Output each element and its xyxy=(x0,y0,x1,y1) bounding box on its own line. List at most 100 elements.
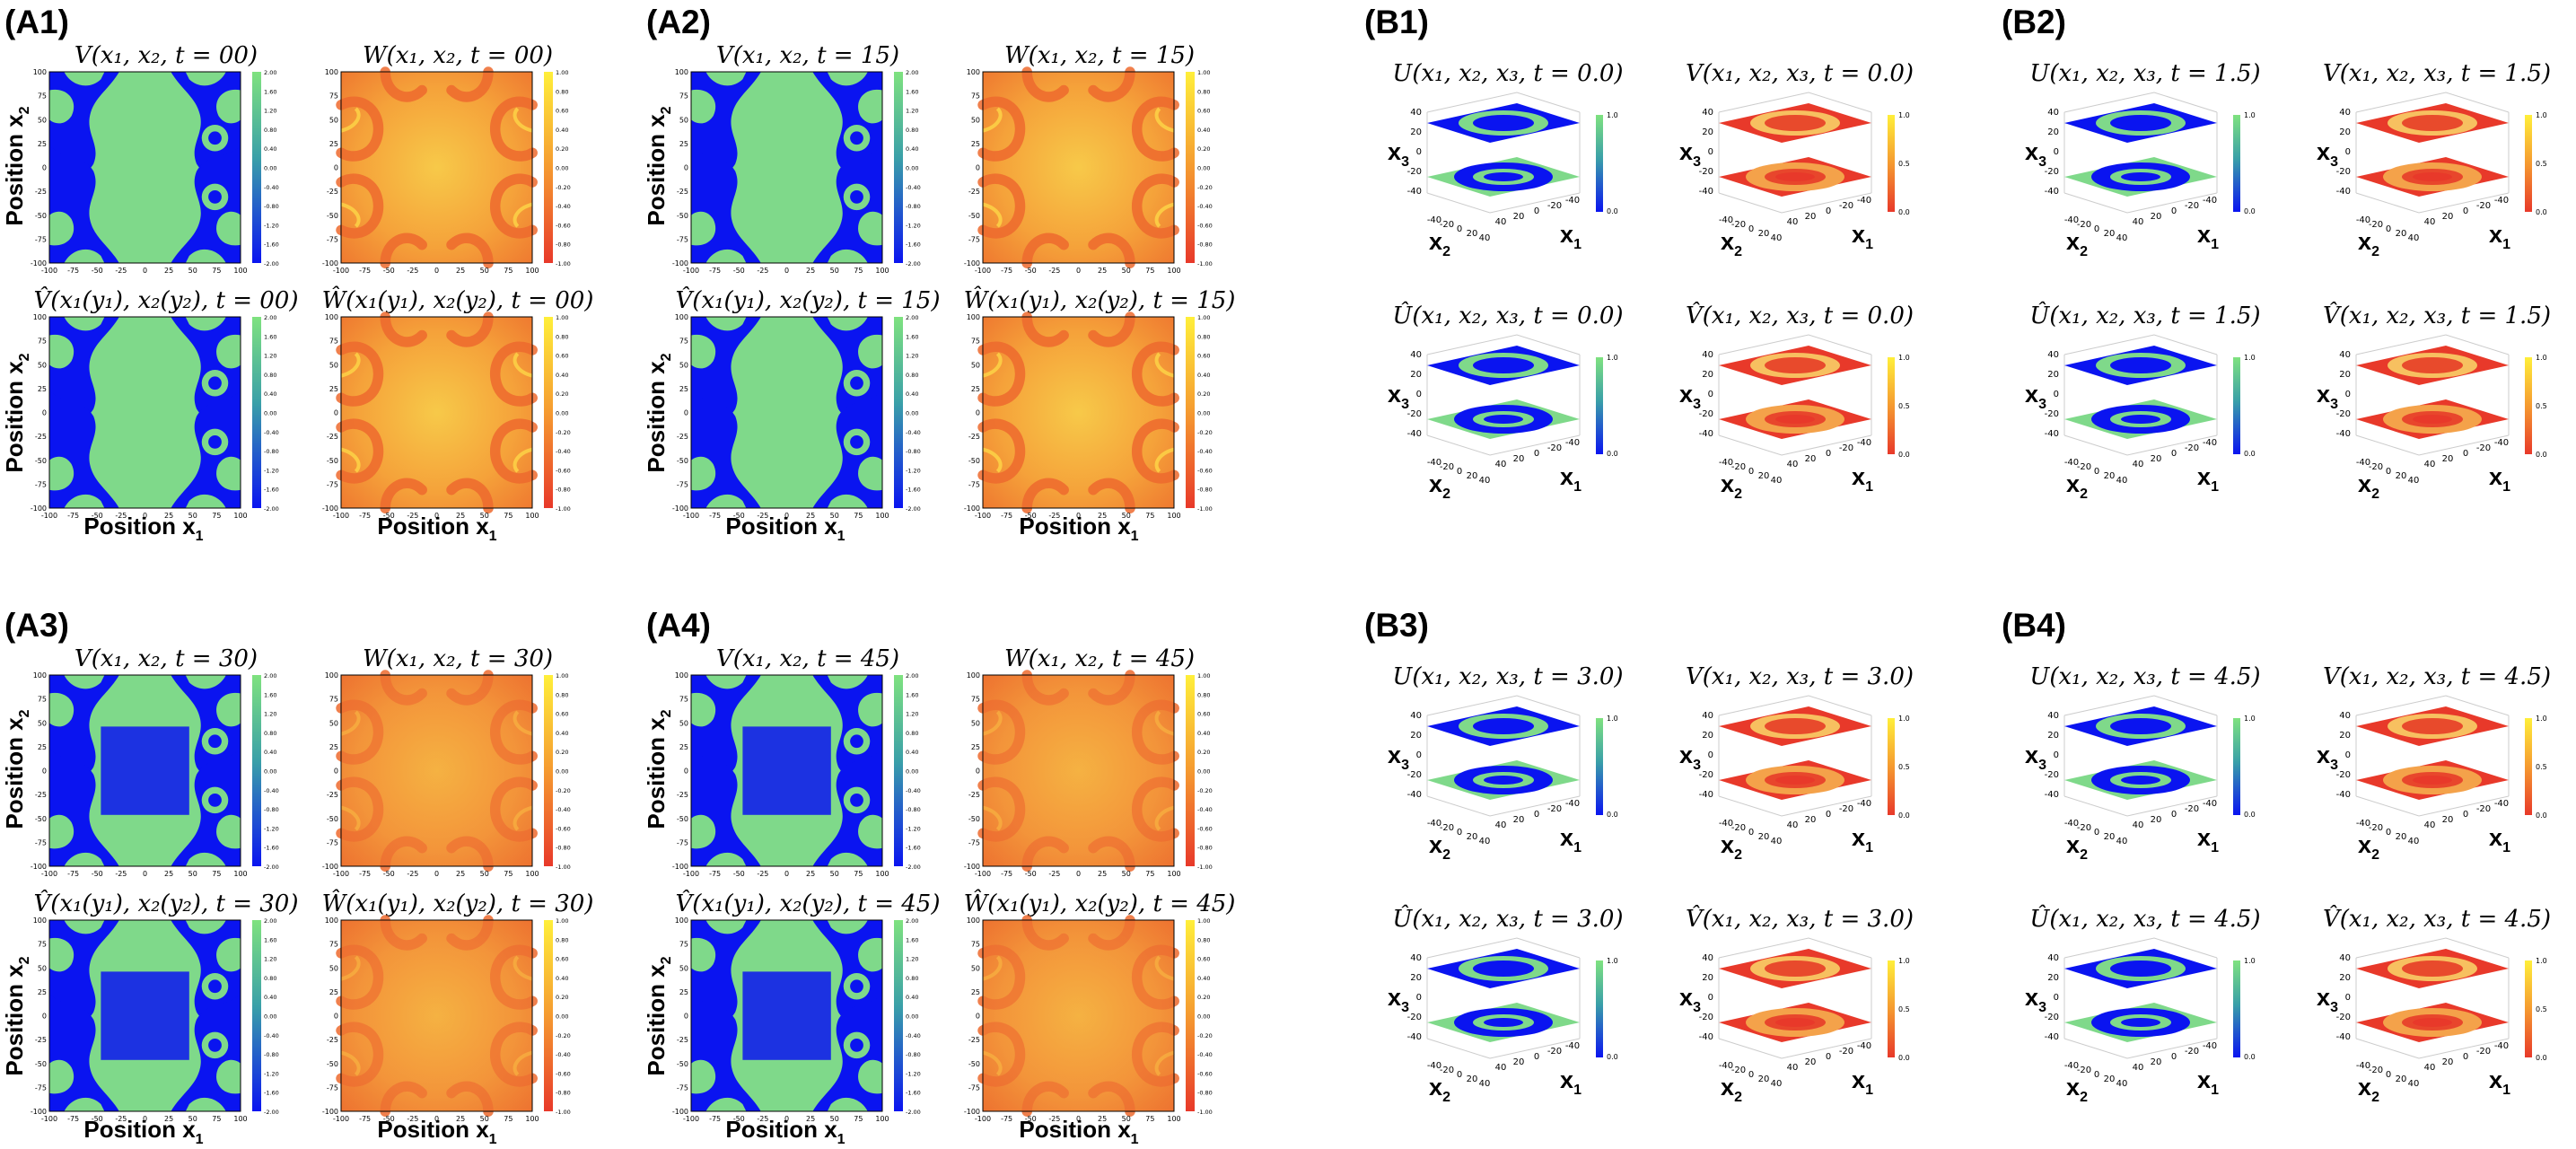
x3-tick-label: 20 xyxy=(1410,731,1422,741)
colorbar-tick-label: -0.80 xyxy=(264,1051,279,1058)
x-tick-label: 25 xyxy=(456,512,465,520)
x3-axis-label: x3 xyxy=(2317,984,2338,1015)
x-tick-label: -75 xyxy=(709,870,721,878)
colorbar-tick-label: -2.00 xyxy=(264,260,279,268)
y-tick-label: 50 xyxy=(679,719,688,727)
map-image xyxy=(341,317,532,508)
colorbar-tick-label: -0.60 xyxy=(1197,222,1213,229)
x1-axis-label: x1 xyxy=(1852,824,1873,855)
x3-tick-label: 40 xyxy=(2339,953,2351,963)
colorbar: 1.0 0.5 0.0 xyxy=(2525,715,2547,820)
x-tick-label: 25 xyxy=(1098,870,1107,878)
colorbar-tick-label: -2.00 xyxy=(906,1109,921,1116)
svg-text:x3: x3 xyxy=(2025,381,2046,412)
panel-b4: (B4)U(x₁, x₂, x₃, t = 4.5)40200-20-40-40… xyxy=(2002,607,2551,1105)
x3-tick-label: 40 xyxy=(2339,711,2351,721)
y-tick-label: 50 xyxy=(38,116,47,124)
colorbar-tick-label: 0.20 xyxy=(1197,145,1210,153)
x-tick-label: 100 xyxy=(1167,870,1180,878)
x2-tick-label: 20 xyxy=(2396,229,2407,239)
x1-tick-label: -20 xyxy=(1547,1047,1562,1057)
x2-tick-label: 40 xyxy=(2408,837,2420,846)
x3-tick-label: -40 xyxy=(2045,187,2059,197)
slice-plane-upper xyxy=(2356,346,2509,385)
x2-tick-label: -40 xyxy=(1427,1061,1441,1071)
x2-tick-label: -40 xyxy=(2064,1061,2079,1071)
colorbar-tick-label: -0.40 xyxy=(1197,448,1213,455)
x1-tick-label: -20 xyxy=(2185,201,2199,211)
svg-text:x1: x1 xyxy=(2489,1066,2510,1098)
heatmap-w: W(x₁, x₂, t = 00) -100-100 -75 -75 -50 -50 -25… xyxy=(322,42,571,275)
x-tick-label: -75 xyxy=(1001,1115,1012,1123)
colorbar-tick-label: 2.00 xyxy=(906,314,918,321)
x3-tick-label: 0 xyxy=(2345,147,2351,157)
x3-tick-label: -20 xyxy=(1699,770,1713,780)
plot-title: V(x₁, x₂, x₃, t = 4.5) xyxy=(2323,663,2551,690)
x1-tick-label: -20 xyxy=(2476,804,2491,814)
slice-plane-lower xyxy=(1427,157,1580,197)
x2-tick-label: -40 xyxy=(2356,215,2370,225)
svg-text:x2: x2 xyxy=(2358,831,2379,863)
x1-tick-label: -40 xyxy=(1565,196,1580,206)
y-tick-label: 75 xyxy=(971,338,980,346)
map-image xyxy=(49,317,241,509)
slice-plane-lower xyxy=(1719,157,1871,197)
y-tick-label: -50 xyxy=(35,212,47,220)
y-tick-label: 25 xyxy=(38,743,47,751)
colorbar-tick-label: 0.60 xyxy=(556,353,568,360)
x-tick-label: 100 xyxy=(1167,1115,1180,1123)
x-axis-label: Position x1 xyxy=(1019,513,1138,544)
x1-tick-label: -20 xyxy=(2185,1047,2199,1057)
colorbar: 1.00 0.80 0.60 0.40 0.20 0.00 -0.20 -0.40 -0.60 -… xyxy=(1186,314,1213,513)
map-image xyxy=(691,72,883,264)
x2-tick-label: -40 xyxy=(1427,819,1441,829)
slice-plane-upper xyxy=(2064,706,2217,746)
y-tick-label: 0 xyxy=(976,767,980,776)
colorbar-tick-label: 0.80 xyxy=(556,88,568,95)
x3-tick-label: -20 xyxy=(2336,409,2351,419)
x-tick-label: -25 xyxy=(1048,512,1060,520)
y-tick-label: -50 xyxy=(327,457,338,465)
colorbar-tick-label: 0.0 xyxy=(1607,450,1618,458)
x2-tick-label: 40 xyxy=(1771,476,1783,486)
colorbar-tick-label: 0.00 xyxy=(906,1013,918,1021)
svg-text:Position x2: Position x2 xyxy=(1,106,32,225)
x3-tick-label: -40 xyxy=(1407,429,1422,439)
x-tick-label: -50 xyxy=(92,512,103,520)
colorbar-tick-label: 0.20 xyxy=(1197,994,1210,1001)
svg-text:x3: x3 xyxy=(1388,741,1409,773)
y-axis-label: Position x2 xyxy=(1,709,32,829)
x-tick-label: -25 xyxy=(407,1115,418,1123)
x-tick-label: 25 xyxy=(806,870,815,878)
x-tick-label: -25 xyxy=(1048,1115,1060,1123)
colorbar-tick-label: -1.00 xyxy=(1197,1109,1213,1116)
x3-tick-label: -40 xyxy=(1699,429,1713,439)
x2-tick-label: -20 xyxy=(2077,1066,2091,1075)
y-tick-label: 100 xyxy=(967,313,980,321)
x-tick-label: -50 xyxy=(92,267,103,275)
colorbar-tick-label: 1.00 xyxy=(556,672,568,680)
x-tick-label: 100 xyxy=(233,870,247,878)
panel-label: (B2) xyxy=(2002,4,2066,40)
x2-tick-label: 0 xyxy=(2094,467,2099,477)
x-tick-label: 25 xyxy=(164,267,173,275)
map-image xyxy=(983,72,1174,263)
x2-tick-label: -40 xyxy=(1719,1061,1733,1071)
x2-tick-label: -40 xyxy=(1719,215,1733,225)
plot-title: U(x₁, x₂, x₃, t = 4.5) xyxy=(2029,663,2260,690)
y-tick-label: 100 xyxy=(675,671,688,680)
x-tick-label: 50 xyxy=(830,267,839,275)
x3-axis-label: x3 xyxy=(2317,138,2338,170)
slice-plane-lower xyxy=(2356,1003,2509,1042)
colorbar-tick-label: -0.40 xyxy=(264,1032,279,1039)
colorbar: 1.0 0.5 0.0 xyxy=(2525,354,2547,459)
svg-text:Position x2: Position x2 xyxy=(1,709,32,829)
svg-text:x1: x1 xyxy=(1852,221,1873,252)
y-tick-label: -75 xyxy=(327,235,338,243)
x-tick-label: -75 xyxy=(67,1115,79,1123)
colorbar-tick-label: 1.0 xyxy=(1607,957,1618,965)
x3-tick-label: -40 xyxy=(2336,187,2351,197)
y-tick-label: 75 xyxy=(38,92,47,101)
y-tick-label: -25 xyxy=(968,791,980,799)
heatmap-v: V̂(x₁(y₁), x₂(y₂), t = 00) -100-100 -75 -75… xyxy=(31,286,299,520)
